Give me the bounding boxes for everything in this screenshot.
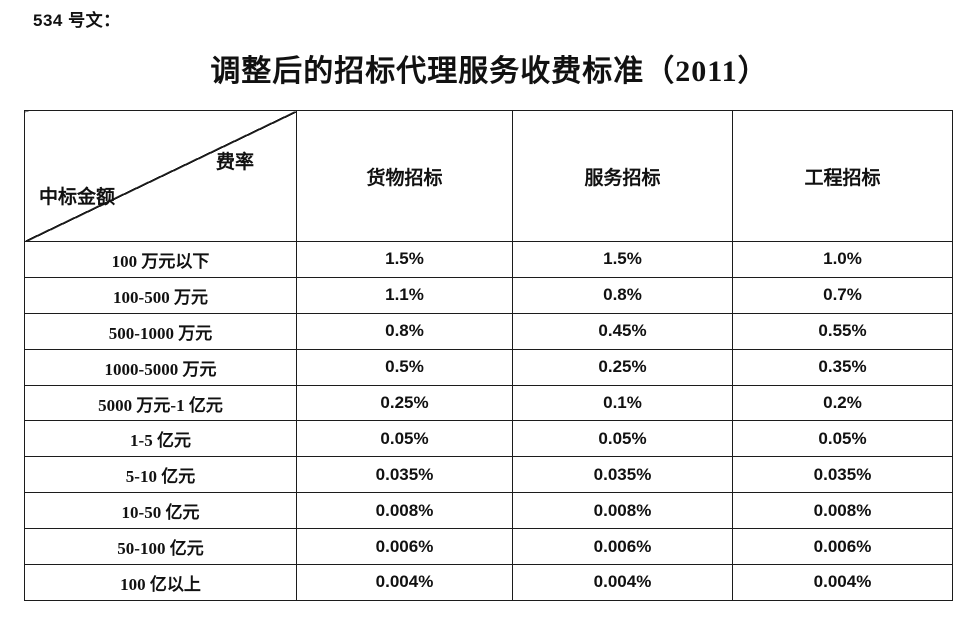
table-header-row: 费率 中标金额 货物招标 服务招标 工程招标	[24, 110, 953, 242]
table-row: 5000 万元-1 亿元 0.25% 0.1% 0.2%	[24, 384, 953, 422]
goods-rate-cell: 0.008%	[296, 492, 513, 530]
table-row: 10-50 亿元 0.008% 0.008% 0.008%	[24, 492, 953, 530]
amount-range-cell: 100 万元以下	[24, 241, 297, 278]
table-body: 100 万元以下 1.5% 1.5% 1.0% 100-500 万元 1.1% …	[24, 241, 953, 601]
service-rate-cell: 1.5%	[512, 241, 733, 278]
amount-range-cell: 1000-5000 万元	[24, 348, 297, 386]
service-rate-cell: 0.008%	[512, 492, 733, 530]
goods-rate-cell: 1.5%	[296, 241, 513, 278]
table-row: 100-500 万元 1.1% 0.8% 0.7%	[24, 276, 953, 314]
engineering-rate-cell: 1.0%	[732, 241, 953, 278]
service-rate-cell: 0.004%	[512, 564, 733, 601]
amount-range-cell: 50-100 亿元	[24, 528, 297, 566]
engineering-rate-cell: 0.006%	[732, 528, 953, 566]
goods-rate-cell: 0.004%	[296, 564, 513, 601]
service-rate-cell: 0.8%	[512, 276, 733, 314]
table-row: 1000-5000 万元 0.5% 0.25% 0.35%	[24, 348, 953, 386]
engineering-rate-cell: 0.035%	[732, 456, 953, 494]
column-header-engineering: 工程招标	[732, 110, 953, 242]
goods-rate-cell: 0.8%	[296, 312, 513, 350]
goods-rate-cell: 0.035%	[296, 456, 513, 494]
amount-range-cell: 100-500 万元	[24, 276, 297, 314]
goods-rate-cell: 0.05%	[296, 420, 513, 458]
amount-range-cell: 5000 万元-1 亿元	[24, 384, 297, 422]
service-rate-cell: 0.05%	[512, 420, 733, 458]
doc-number-label: 534 号文：	[33, 11, 121, 30]
amount-range-cell: 500-1000 万元	[24, 312, 297, 350]
goods-rate-cell: 0.25%	[296, 384, 513, 422]
engineering-rate-cell: 0.2%	[732, 384, 953, 422]
column-header-service: 服务招标	[512, 110, 733, 242]
engineering-rate-cell: 0.35%	[732, 348, 953, 386]
corner-label-rate: 费率	[215, 152, 254, 173]
goods-rate-cell: 0.5%	[296, 348, 513, 386]
engineering-rate-cell: 0.008%	[732, 492, 953, 530]
service-rate-cell: 0.1%	[512, 384, 733, 422]
service-rate-cell: 0.25%	[512, 348, 733, 386]
table-row: 100 万元以下 1.5% 1.5% 1.0%	[24, 241, 953, 278]
amount-range-cell: 5-10 亿元	[24, 456, 297, 494]
fee-rate-table: 费率 中标金额 货物招标 服务招标 工程招标 100 万元以下 1.5% 1.5…	[24, 110, 953, 601]
engineering-rate-cell: 0.55%	[732, 312, 953, 350]
goods-rate-cell: 1.1%	[296, 276, 513, 314]
amount-range-cell: 10-50 亿元	[24, 492, 297, 530]
table-row: 5-10 亿元 0.035% 0.035% 0.035%	[24, 456, 953, 494]
page-title: 调整后的招标代理服务收费标准（2011）	[210, 55, 769, 88]
amount-range-cell: 100 亿以上	[24, 564, 297, 601]
service-rate-cell: 0.006%	[512, 528, 733, 566]
amount-range-cell: 1-5 亿元	[24, 420, 297, 458]
table-row: 100 亿以上 0.004% 0.004% 0.004%	[24, 564, 953, 601]
table-row: 500-1000 万元 0.8% 0.45% 0.55%	[24, 312, 953, 350]
corner-header-cell: 费率 中标金额	[24, 110, 297, 242]
column-header-goods: 货物招标	[296, 110, 513, 242]
corner-label-amount: 中标金额	[39, 187, 116, 208]
table-row: 1-5 亿元 0.05% 0.05% 0.05%	[24, 420, 953, 458]
service-rate-cell: 0.035%	[512, 456, 733, 494]
service-rate-cell: 0.45%	[512, 312, 733, 350]
table-row: 50-100 亿元 0.006% 0.006% 0.006%	[24, 528, 953, 566]
goods-rate-cell: 0.006%	[296, 528, 513, 566]
engineering-rate-cell: 0.7%	[732, 276, 953, 314]
engineering-rate-cell: 0.05%	[732, 420, 953, 458]
engineering-rate-cell: 0.004%	[732, 564, 953, 601]
